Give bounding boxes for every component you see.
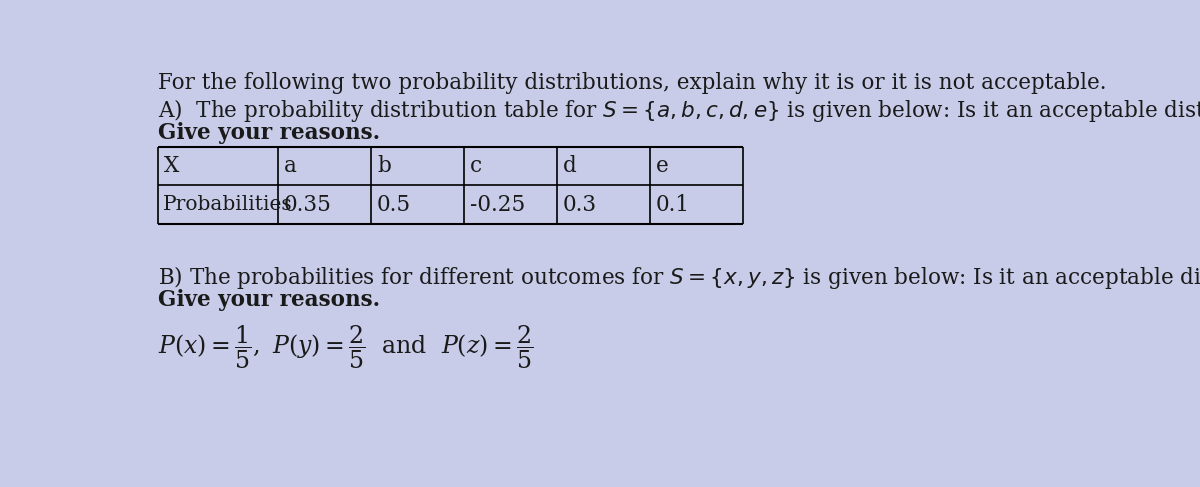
Text: B) The probabilities for different outcomes for $S = \{x, y, z\}$ is given below: B) The probabilities for different outco… [157,264,1200,291]
Text: 0.5: 0.5 [377,194,412,216]
Text: 0.35: 0.35 [284,194,332,216]
Text: e: e [656,155,668,177]
Text: $P(x) = \dfrac{1}{5},\ P(y) = \dfrac{2}{5}$  and  $P(z) = \dfrac{2}{5}$: $P(x) = \dfrac{1}{5},\ P(y) = \dfrac{2}{… [157,323,534,371]
Text: 0.3: 0.3 [563,194,598,216]
Text: A)  The probability distribution table for $S = \{a, b, c, d, e\}$ is given belo: A) The probability distribution table fo… [157,97,1200,124]
Text: Probabilities: Probabilities [162,195,292,214]
Text: c: c [470,155,482,177]
Text: For the following two probability distributions, explain why it is or it is not : For the following two probability distri… [157,72,1106,94]
Text: b: b [377,155,391,177]
Text: Give your reasons.: Give your reasons. [157,122,380,144]
Text: -0.25: -0.25 [470,194,526,216]
Text: X: X [164,155,179,177]
Text: 0.1: 0.1 [656,194,690,216]
Text: Give your reasons.: Give your reasons. [157,289,380,311]
Text: d: d [563,155,577,177]
Text: a: a [284,155,296,177]
